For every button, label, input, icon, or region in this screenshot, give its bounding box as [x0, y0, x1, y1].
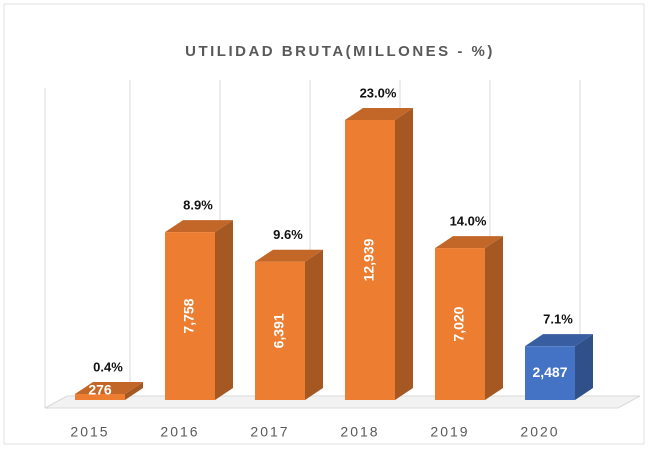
bar-top [165, 220, 233, 233]
percentage-label: 0.4% [93, 359, 123, 374]
bar-side [395, 108, 413, 400]
x-tick-label: 2020 [520, 424, 559, 440]
x-tick-label: 2017 [250, 424, 289, 440]
value-label: 2,487 [532, 364, 567, 380]
x-tick-label: 2016 [160, 424, 199, 440]
x-tick-label: 2015 [70, 424, 109, 440]
bar-side [575, 334, 593, 400]
bar-side [125, 382, 143, 400]
percentage-label: 7.1% [543, 312, 573, 327]
x-tick-label: 2018 [340, 424, 379, 440]
percentage-label: 8.9% [183, 198, 213, 213]
percentage-label: 23.0% [360, 85, 397, 100]
chart-title: UTILIDAD BRUTA(MILLONES - %) [185, 43, 495, 60]
x-tick-label: 2019 [430, 424, 469, 440]
bar [255, 261, 305, 400]
bar-side [305, 249, 323, 400]
bar-top [435, 236, 503, 249]
bar [435, 248, 485, 400]
bar-top [525, 334, 593, 347]
percentage-label: 9.6% [273, 227, 303, 242]
bar [75, 394, 125, 400]
value-label: 7,758 [181, 298, 197, 333]
bar-side [215, 220, 233, 400]
bar [525, 346, 575, 400]
bar [345, 120, 395, 400]
bar-top [255, 249, 323, 262]
value-label: 6,391 [271, 313, 287, 348]
bar [165, 232, 215, 400]
value-label: 12,939 [361, 238, 377, 281]
value-label: 276 [88, 382, 112, 398]
bar-top [75, 382, 143, 395]
percentage-label: 14.0% [450, 214, 487, 229]
bar-side [485, 236, 503, 400]
value-label: 7,020 [451, 306, 467, 341]
bar-top [345, 108, 413, 120]
